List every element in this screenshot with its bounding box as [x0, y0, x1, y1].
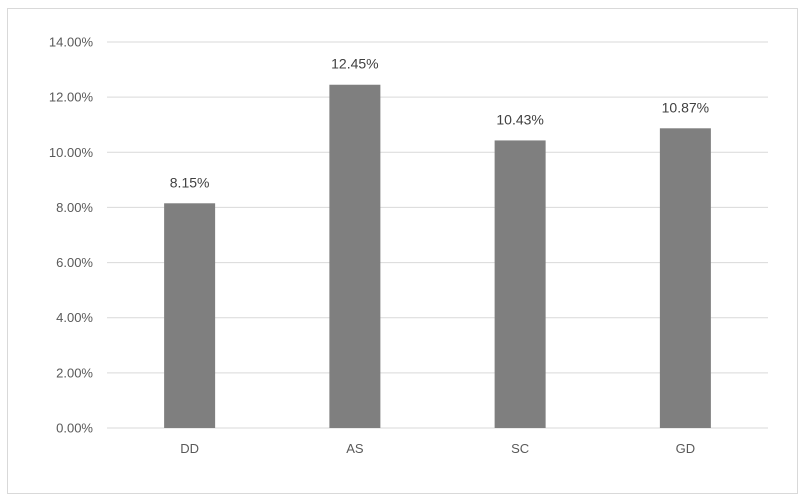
y-tick-label: 0.00%: [56, 421, 93, 436]
data-label-sc: 10.43%: [496, 111, 543, 127]
chart-frame: 0.00% 2.00% 4.00% 6.00% 8.00% 10.00% 12.00% 14.…: [7, 8, 798, 494]
y-tick-label: 6.00%: [56, 255, 93, 270]
y-tick-label: 14.00%: [49, 35, 94, 50]
bar-dd: [164, 203, 216, 428]
bars: [164, 84, 711, 428]
data-label-gd: 10.87%: [662, 99, 709, 115]
y-tick-label: 4.00%: [56, 310, 93, 325]
x-tick-label-gd: GD: [676, 441, 696, 456]
bar-gd: [659, 128, 711, 428]
gridlines: [107, 41, 768, 429]
bar-as: [329, 84, 381, 428]
y-tick-label: 2.00%: [56, 365, 93, 380]
x-tick-label-dd: DD: [180, 441, 199, 456]
data-labels: 8.15% 12.45% 10.43% 10.87%: [170, 56, 709, 191]
x-tick-label-as: AS: [346, 441, 364, 456]
data-label-dd: 8.15%: [170, 174, 210, 190]
bar-sc: [494, 140, 546, 428]
bar-chart: 0.00% 2.00% 4.00% 6.00% 8.00% 10.00% 12.00% 14.…: [49, 35, 768, 456]
data-label-as: 12.45%: [331, 56, 378, 72]
x-axis-tick-labels: DD AS SC GD: [180, 441, 695, 456]
y-tick-label: 12.00%: [49, 90, 94, 105]
y-tick-label: 8.00%: [56, 200, 93, 215]
y-axis-tick-labels: 0.00% 2.00% 4.00% 6.00% 8.00% 10.00% 12.00% 14.…: [49, 35, 94, 436]
x-tick-label-sc: SC: [511, 441, 529, 456]
y-tick-label: 10.00%: [49, 145, 94, 160]
